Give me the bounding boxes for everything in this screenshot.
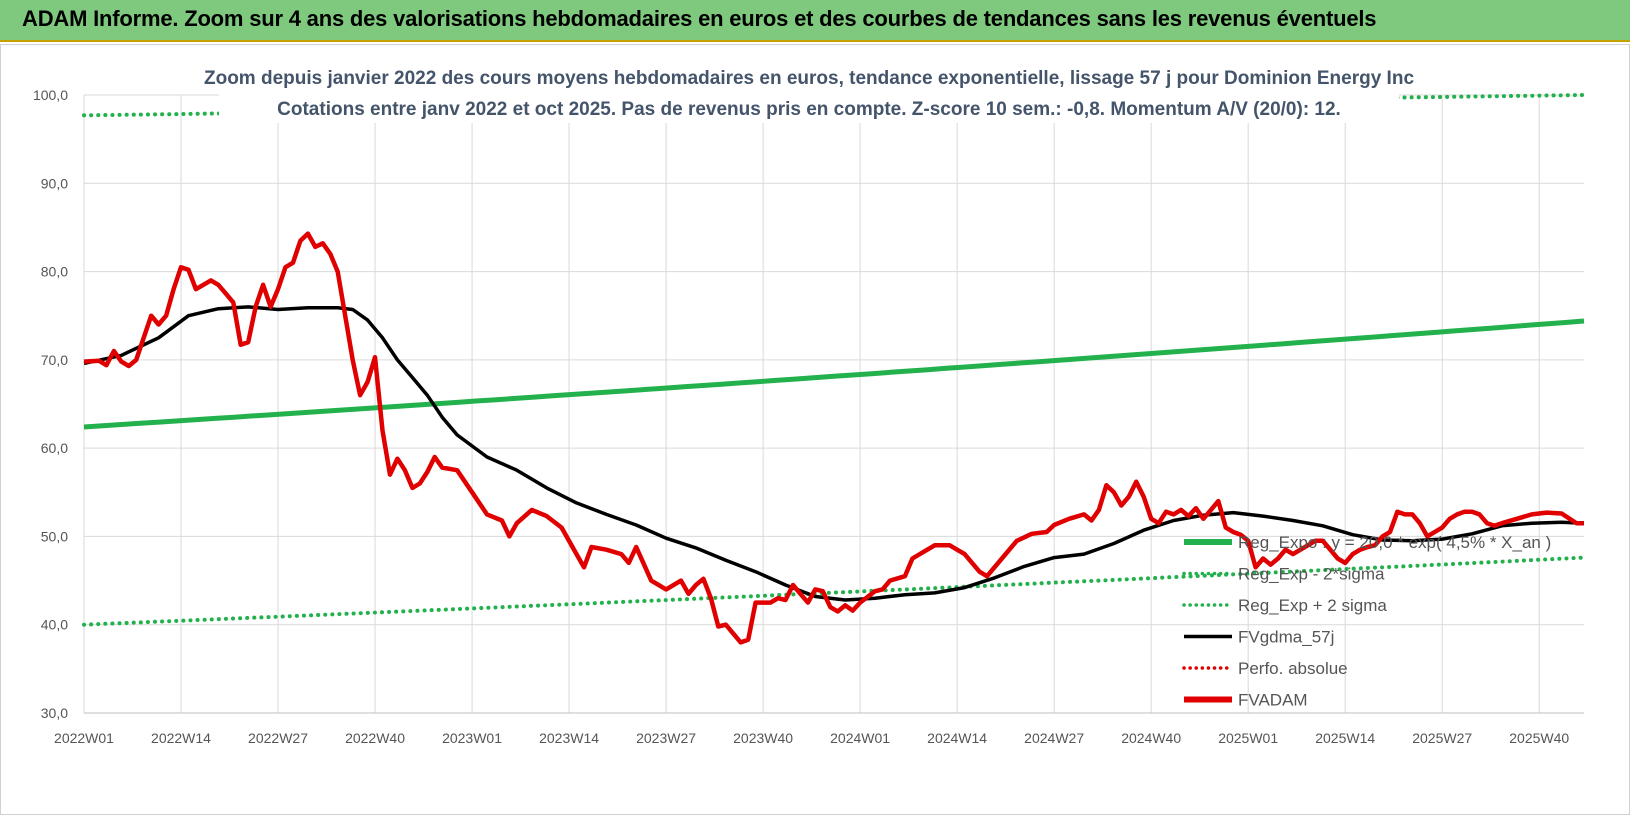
line-chart: 30,0 40,0 50,0 60,0 70,0 80,0 90,0 100,0 2022W0… — [33, 57, 1586, 746]
fvgdma-57j-line — [83, 305, 1585, 602]
x-tick-label: 2025W40 — [1509, 730, 1569, 746]
y-tick-label: 50,0 — [41, 528, 68, 544]
x-tick-label: 2025W14 — [1315, 730, 1375, 746]
x-tick-label: 2023W27 — [636, 730, 696, 746]
y-axis-ticks: 30,0 40,0 50,0 60,0 70,0 80,0 90,0 100,0 — [33, 87, 68, 721]
chart-legend: Reg_Expo : y = 20,0 * exp( 4,5% * X_an )… — [1182, 533, 1551, 710]
x-tick-label: 2022W40 — [345, 730, 405, 746]
chart-frame: 30,0 40,0 50,0 60,0 70,0 80,0 90,0 100,0 2022W0… — [0, 44, 1630, 815]
chart-series — [82, 93, 1586, 645]
reg-expo-line — [83, 318, 1585, 430]
chart-grid — [83, 94, 1584, 714]
chart-subtitle: Cotations entre janv 2022 et oct 2025. P… — [277, 99, 1341, 120]
x-tick-label: 2024W27 — [1024, 730, 1084, 746]
y-tick-label: 80,0 — [41, 264, 68, 280]
report-header: ADAM Informe. Zoom sur 4 ans des valoris… — [0, 0, 1630, 42]
report-title: ADAM Informe. Zoom sur 4 ans des valoris… — [22, 6, 1377, 31]
chart-title: Zoom depuis janvier 2022 des cours moyen… — [204, 68, 1414, 89]
x-tick-label: 2024W01 — [830, 730, 890, 746]
x-tick-label: 2023W40 — [733, 730, 793, 746]
y-tick-label: 60,0 — [41, 440, 68, 456]
y-tick-label: 30,0 — [41, 705, 68, 721]
legend-label: Reg_Expo : y = 20,0 * exp( 4,5% * X_an ) — [1238, 533, 1551, 552]
reg-exp-minus-2sigma-line — [82, 555, 1586, 627]
legend-label: Perfo. absolue — [1238, 659, 1348, 678]
y-tick-label: 90,0 — [41, 175, 68, 191]
legend-label: Reg_Exp + 2 sigma — [1238, 596, 1387, 615]
x-tick-label: 2022W27 — [248, 730, 308, 746]
x-tick-label: 2025W01 — [1218, 730, 1278, 746]
y-tick-label: 40,0 — [41, 617, 68, 633]
fvadam-line — [83, 231, 1584, 645]
x-tick-label: 2023W14 — [539, 730, 599, 746]
legend-label: FVgdma_57j — [1238, 628, 1334, 647]
x-tick-label: 2022W14 — [151, 730, 211, 746]
y-tick-label: 70,0 — [41, 352, 68, 368]
x-tick-label: 2025W27 — [1412, 730, 1472, 746]
x-tick-label: 2024W40 — [1121, 730, 1181, 746]
x-axis-ticks: 2022W01 2022W14 2022W27 2022W40 2023W01 2023W… — [54, 730, 1569, 746]
x-tick-label: 2023W01 — [442, 730, 502, 746]
title-background — [219, 57, 1399, 123]
legend-label: Reg_Exp - 2*sigma — [1238, 565, 1385, 584]
x-tick-label: 2022W01 — [54, 730, 114, 746]
legend-label: FVADAM — [1238, 691, 1308, 710]
x-tick-label: 2024W14 — [927, 730, 987, 746]
chart-titles: Zoom depuis janvier 2022 des cours moyen… — [204, 57, 1414, 123]
y-tick-label: 100,0 — [33, 87, 68, 103]
